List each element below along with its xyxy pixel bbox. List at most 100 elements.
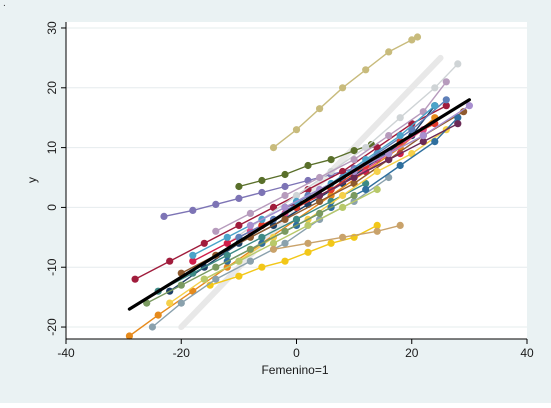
series-10-point-7 [442,78,450,86]
series-16-point-5 [373,185,381,194]
series-0-point-3 [339,84,347,92]
series-7-point-6 [431,84,439,92]
series-6-point-2 [189,287,197,295]
series-16-point-3 [304,221,312,229]
series-10-point-1 [246,209,254,217]
series-0-line [273,36,418,149]
series-21-point-3 [385,156,393,164]
series-16-point-0 [200,275,208,283]
series-1-point-5 [350,147,358,155]
series-16 [200,185,381,283]
series-11-point-3 [258,233,266,241]
series-1-point-3 [304,161,312,170]
series-7-point-7 [454,60,462,68]
series-5-point-7 [373,144,381,152]
y-tick-label-2: 0 [45,204,59,211]
series-13-point-4 [316,197,324,205]
series-21-line [284,123,459,209]
series-10-point-5 [385,132,393,140]
x-axis-ticks: -40 -20 0 20 40 [57,339,534,360]
series-16-line [203,188,378,280]
series-9-point-1 [223,239,231,247]
series-3-point-3 [281,257,289,265]
series-19-point-1 [177,281,185,289]
series-layer [125,33,473,340]
series-0-point-4 [362,66,370,74]
series-21-point-4 [419,138,427,146]
series-10 [212,78,450,235]
series-8-point-0 [148,323,156,331]
corner-mark: . [3,0,6,9]
x-tick-label-3: 20 [405,346,419,360]
reference-diagonal [178,54,444,331]
series-1 [235,141,375,191]
series-5-point-9 [442,102,450,110]
plot-background [66,22,527,339]
series-16-point-4 [339,203,347,211]
series-14-point-5 [339,191,347,200]
series-5-point-2 [200,239,208,247]
series-0-point-2 [316,105,324,113]
series-23-point-5 [419,132,427,140]
series-0-point-0 [269,144,278,152]
series-2-point-0 [160,212,168,220]
series-0-point-1 [292,126,301,134]
series-22-point-6 [396,132,404,140]
series-7-point-2 [292,191,301,200]
series-20 [269,221,404,253]
series-9-point-0 [189,257,197,265]
series-19-point-3 [246,245,254,253]
series-8-point-1 [177,299,185,307]
series-8-point-3 [246,257,254,265]
series-20-point-1 [304,239,312,247]
series-11-point-2 [223,251,231,259]
series-20-point-3 [373,227,381,235]
series-20-point-0 [269,245,278,253]
x-tick-label-4: 40 [520,346,534,360]
series-1-point-0 [235,182,243,191]
series-0-point-7 [413,33,422,41]
series-5-point-1 [166,257,174,265]
series-7-line [226,63,459,244]
y-tick-label-4: 20 [45,81,59,95]
series-14-point-6 [373,167,381,176]
x-axis-label: Femenino=1 [261,363,328,377]
series-3-point-1 [235,272,243,280]
series-0-point-6 [408,36,416,44]
series-8-point-2 [212,275,220,283]
series-1-point-2 [281,170,289,179]
fit-line [127,98,471,311]
series-19-point-4 [281,227,289,235]
series-5-point-4 [269,203,278,211]
series-10-point-4 [350,156,358,164]
series-11-point-5 [327,197,335,205]
series-10-point-0 [212,227,220,235]
x-tick-label-1: -20 [173,346,191,360]
series-10-point-2 [281,191,289,200]
series-5-point-3 [235,221,243,229]
series-2-point-4 [258,188,266,197]
series-13-point-5 [350,179,358,188]
series-3-point-5 [327,239,335,247]
series-7-point-5 [396,114,404,122]
series-1-point-1 [258,176,266,185]
series-7-point-4 [362,144,370,152]
y-axis-ticks: -20 -10 0 10 20 30 [45,21,66,336]
series-18-point-5 [396,161,404,170]
series-1-point-4 [327,156,335,164]
series-3-line [209,224,378,286]
series-2-point-5 [281,182,289,191]
series-22-point-1 [223,233,231,241]
series-10-point-3 [316,173,324,182]
y-tick-label-1: -10 [45,258,59,276]
x-tick-label-0: -40 [57,346,75,360]
series-8-point-4 [281,239,289,247]
series-23-point-6 [465,102,473,110]
series-6-point-0 [125,332,133,340]
series-14-point-0 [166,299,174,307]
series-19-point-5 [316,209,324,217]
y-tick-label-0: -20 [45,318,59,336]
series-18-point-7 [454,114,462,122]
series-2-point-3 [235,194,243,202]
